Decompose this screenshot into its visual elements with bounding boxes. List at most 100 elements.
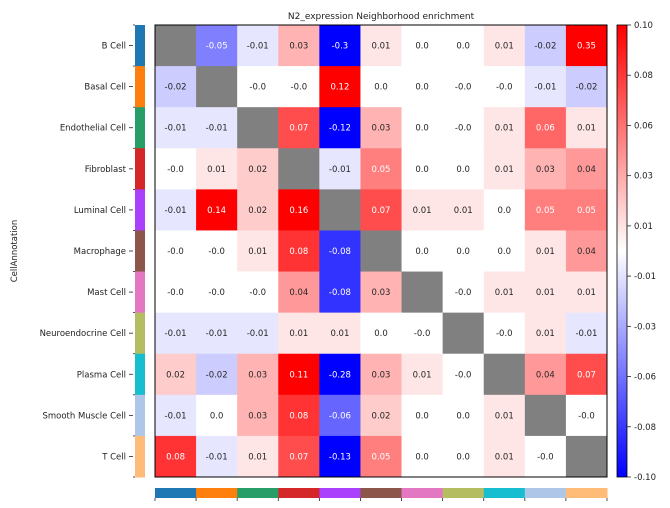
cell-value-label: -0.3 <box>332 42 349 52</box>
colorbar-tick-label: 0.08 <box>634 71 653 81</box>
cell-value-label: 0.05 <box>577 206 596 216</box>
column-category-swatch <box>237 488 279 498</box>
heatmap-frame <box>154 24 608 478</box>
heatmap-cell <box>196 66 238 108</box>
heatmap-cell <box>442 230 485 273</box>
heatmap-cell <box>360 25 403 67</box>
cell-value-label: 0.02 <box>372 411 391 421</box>
cell-value-label: 0.07 <box>289 124 308 134</box>
heatmap-cell-labels: -0.05 -0.01 0.03 -0.3 0.01 0.0 0.0 0.01 -0.02 0.3… <box>165 42 598 463</box>
heatmap-cell <box>524 435 567 478</box>
heatmap-cell <box>401 148 444 190</box>
heatmap-cell <box>237 271 279 314</box>
heatmap-cell <box>483 394 526 437</box>
cell-value-label: -0.0 <box>455 83 472 93</box>
heatmap-cell <box>196 107 238 149</box>
heatmap-cell <box>483 66 526 108</box>
cell-value-label: -0.02 <box>165 83 187 93</box>
cell-value-label: -0.0 <box>537 452 554 462</box>
cell-value-label: 0.01 <box>495 452 514 462</box>
cell-value-label: 0.01 <box>536 329 555 339</box>
heatmap-cell <box>401 189 444 231</box>
cell-value-label: 0.0 <box>456 165 470 175</box>
heatmap-cell <box>237 312 279 355</box>
heatmap-cell <box>155 25 197 67</box>
heatmap-cell <box>565 312 608 355</box>
cell-value-label: 0.03 <box>248 370 267 380</box>
heatmap-cell <box>483 435 526 478</box>
heatmap-cell <box>237 394 279 437</box>
cell-value-label: 0.0 <box>498 247 512 257</box>
cell-value-label: 0.01 <box>454 206 473 216</box>
heatmap-cell <box>442 394 485 437</box>
cell-value-label: 0.0 <box>210 411 224 421</box>
cell-value-label: -0.01 <box>165 411 187 421</box>
cell-value-label: -0.06 <box>329 411 351 421</box>
row-category-swatch <box>135 148 145 190</box>
heatmap-cell <box>155 271 197 314</box>
heatmap-cell <box>524 66 567 108</box>
heatmap-cell <box>319 25 361 67</box>
colorbar-tick-label: -0.10 <box>634 473 656 483</box>
cell-value-label: 0.01 <box>536 247 555 257</box>
heatmap-cell <box>524 107 567 149</box>
heatmap-cell <box>196 25 238 67</box>
row-category-swatch <box>135 435 145 478</box>
cell-value-label: -0.12 <box>329 124 351 134</box>
cell-value-label: 0.01 <box>372 42 391 52</box>
cell-value-label: 0.0 <box>498 206 512 216</box>
cell-value-label: -0.01 <box>575 329 597 339</box>
cell-value-label: 0.02 <box>248 206 267 216</box>
y-tick-label: Fibroblast <box>85 165 127 175</box>
heatmap-cell <box>483 353 526 396</box>
heatmap-cell <box>442 25 485 67</box>
row-category-swatch <box>135 230 145 273</box>
cell-value-label: 0.0 <box>374 329 388 339</box>
heatmap-cell <box>524 394 567 437</box>
heatmap-cell <box>483 107 526 149</box>
heatmap-cell <box>278 230 320 273</box>
cell-value-label: 0.0 <box>456 42 470 52</box>
cell-value-label: 0.0 <box>456 411 470 421</box>
heatmap-cell <box>237 189 279 231</box>
heatmap-cell <box>483 271 526 314</box>
cell-value-label: 0.02 <box>166 370 185 380</box>
heatmap-cell <box>196 353 238 396</box>
cell-value-label: 0.02 <box>248 165 267 175</box>
y-tick-label: Luminal Cell <box>74 206 126 216</box>
cell-value-label: 0.05 <box>372 452 391 462</box>
heatmap-cell <box>442 148 485 190</box>
column-category-swatch <box>442 488 485 498</box>
cell-value-label: 0.12 <box>330 83 349 93</box>
heatmap-cell <box>196 394 238 437</box>
heatmap-cell <box>319 189 361 231</box>
heatmap-cell <box>524 148 567 190</box>
cell-value-label: 0.0 <box>456 452 470 462</box>
heatmap-cell <box>401 312 444 355</box>
cell-value-label: -0.0 <box>208 247 225 257</box>
heatmap-cell <box>401 353 444 396</box>
cell-value-label: -0.0 <box>291 83 308 93</box>
cell-value-label: 0.0 <box>374 83 388 93</box>
heatmap-cell <box>483 312 526 355</box>
cell-value-label: -0.01 <box>165 329 187 339</box>
y-tick-label: Neuroendocrine Cell <box>40 329 126 339</box>
cell-value-label: 0.01 <box>248 247 267 257</box>
heatmap-cell <box>319 107 361 149</box>
cell-value-label: -0.0 <box>167 165 184 175</box>
y-axis-label: CellAnnotation <box>10 220 20 283</box>
cell-value-label: -0.0 <box>496 83 513 93</box>
row-category-swatch <box>135 66 145 108</box>
heatmap-cell <box>155 312 197 355</box>
cell-value-label: -0.0 <box>496 329 513 339</box>
cell-value-label: -0.05 <box>206 42 228 52</box>
colorbar-ticks: 0.10 0.08 0.06 0.03 0.01 -0.01 -0.03 -0.06 -0.08… <box>627 21 656 483</box>
heatmap-cell <box>360 394 403 437</box>
heatmap-cell <box>565 66 608 108</box>
cell-value-label: 0.07 <box>289 452 308 462</box>
column-category-swatch <box>524 488 567 498</box>
cell-value-label: -0.0 <box>455 124 472 134</box>
cell-value-label: 0.03 <box>372 288 391 298</box>
colorbar-tick-label: -0.01 <box>634 272 656 282</box>
heatmap-cell <box>565 148 608 190</box>
